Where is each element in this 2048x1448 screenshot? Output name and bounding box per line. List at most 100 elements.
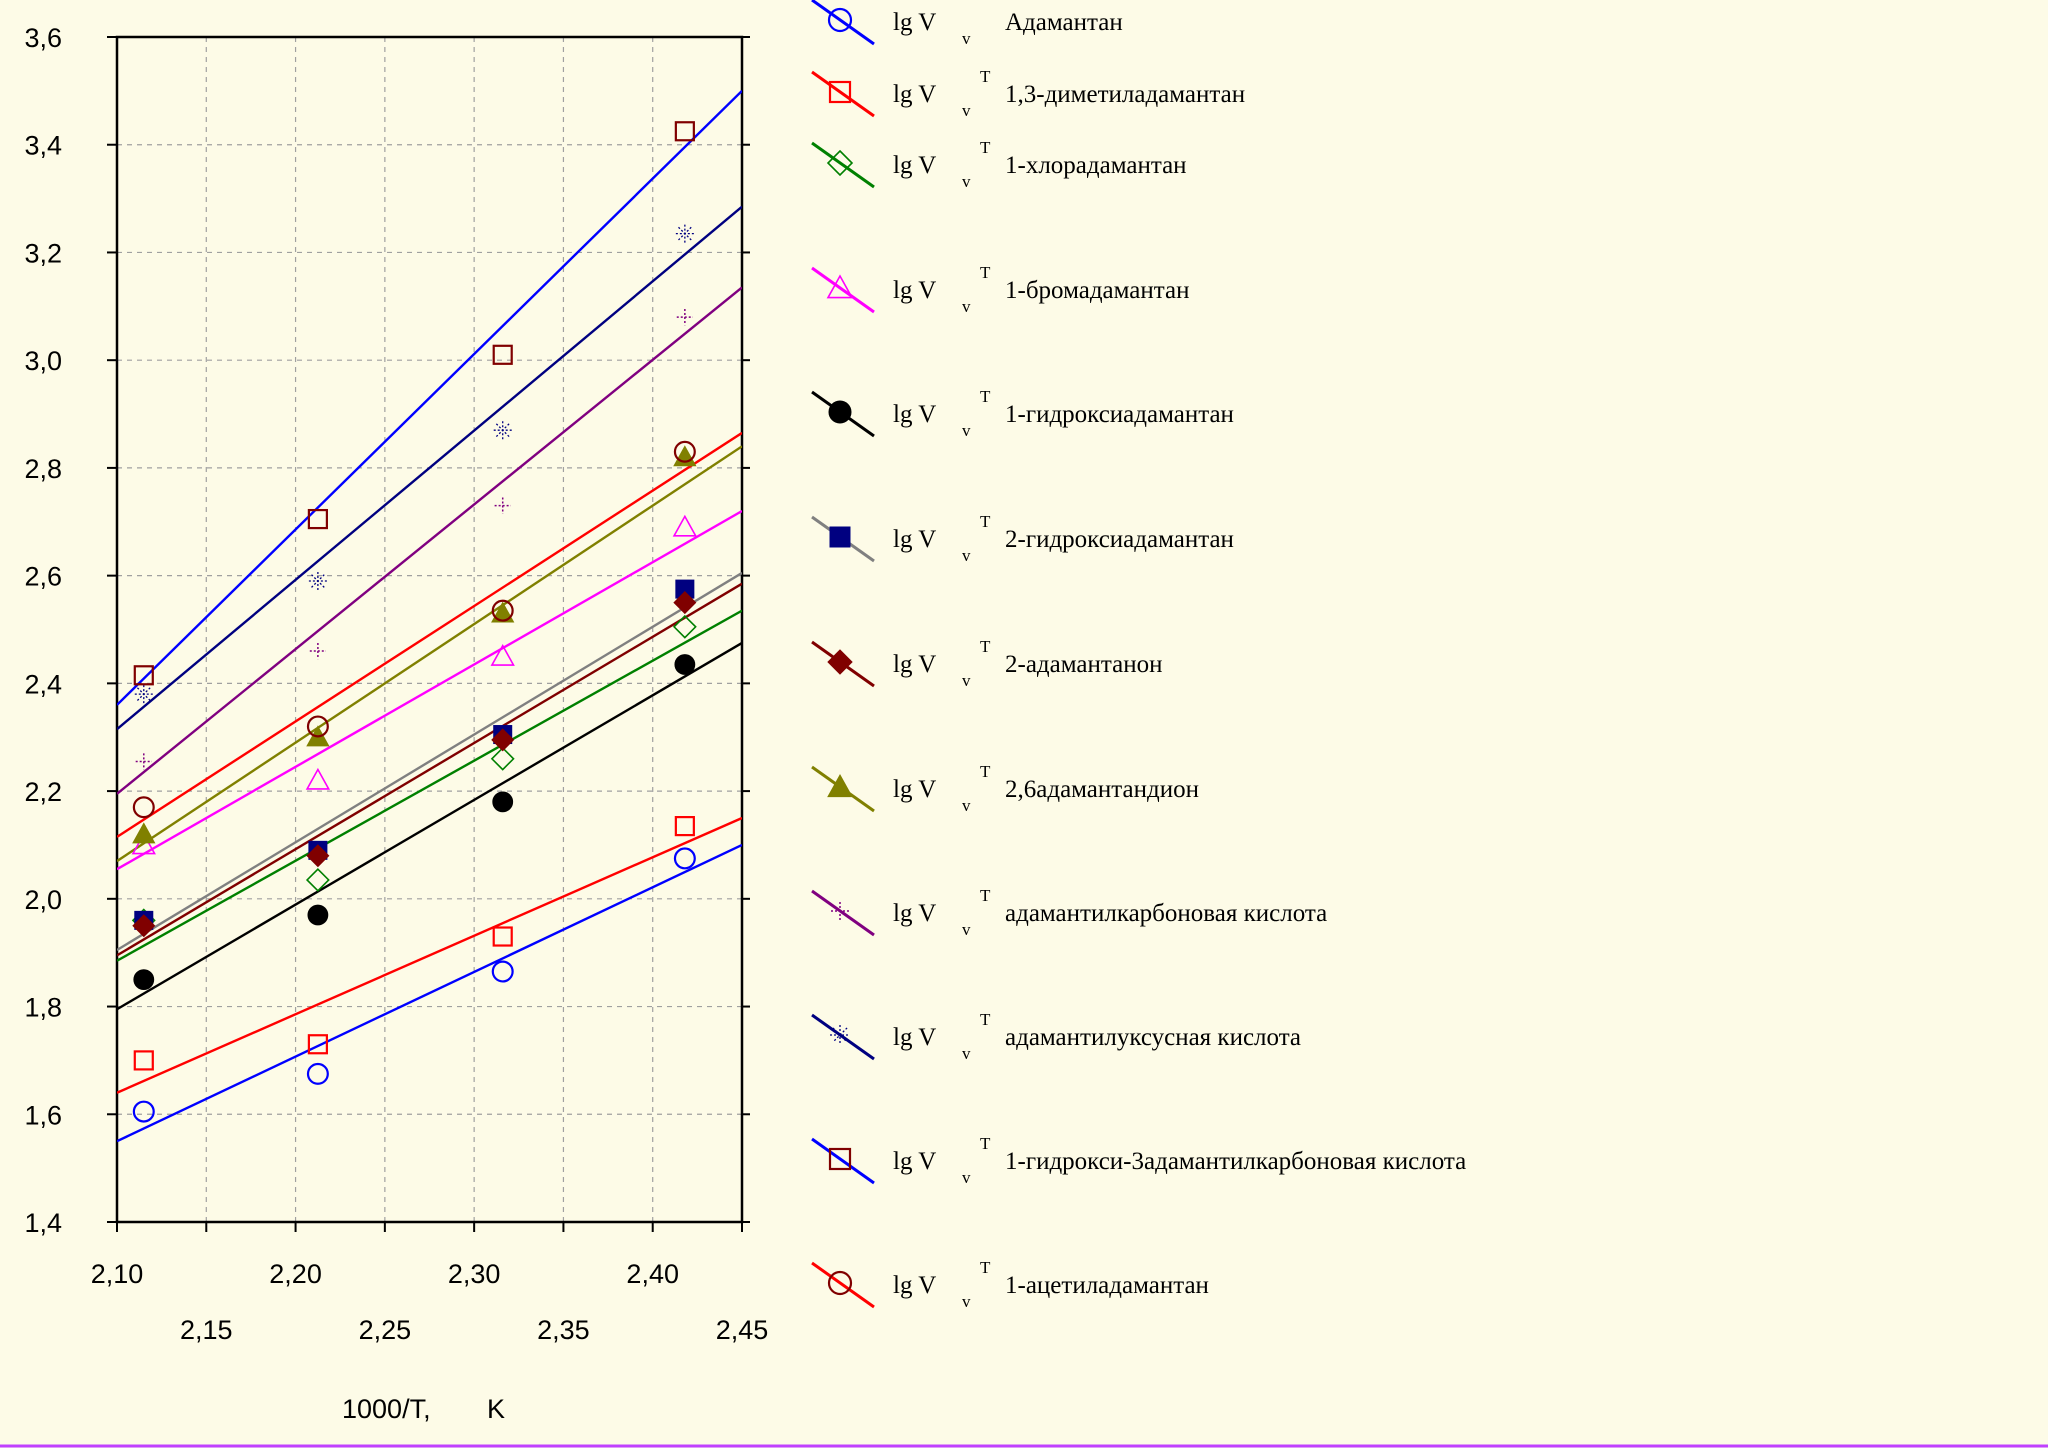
data-point-series-9 xyxy=(676,308,693,326)
data-point-series-11 xyxy=(307,508,328,530)
marker-shape xyxy=(827,7,853,33)
series-fit-line-1 xyxy=(117,843,742,1143)
data-point-series-4 xyxy=(131,832,156,855)
marker-shape xyxy=(832,1027,848,1043)
marker-shape xyxy=(491,960,514,983)
legend-entry-7: lg V vT 2-адамантанон xyxy=(811,637,1162,690)
legend-superscript: T xyxy=(980,1010,991,1029)
data-point-series-1 xyxy=(306,1062,329,1085)
marker-shape xyxy=(307,1034,328,1055)
x-tick-label: 2,45 xyxy=(716,1315,769,1345)
plot-area xyxy=(115,35,744,1224)
legend-entry-3: lg V vT 1-хлорадамантан xyxy=(811,138,1187,191)
y-tick-label: 2,8 xyxy=(24,454,62,484)
data-point-series-5 xyxy=(674,654,696,675)
y-axis: 1,4 1,6 1,8 2,0 2,2 2,4 2,6 2,8 3,0 3,2 3,4 3,6 xyxy=(24,23,750,1238)
marker-shape xyxy=(673,445,697,467)
marker-shape xyxy=(829,526,851,548)
data-point-series-12 xyxy=(132,796,155,819)
y-tick-label: 2,2 xyxy=(24,777,62,807)
data-point-series-12 xyxy=(306,715,329,738)
legend-symbol: lg V xyxy=(893,1272,936,1299)
data-point-series-12 xyxy=(491,599,514,622)
data-point-series-11 xyxy=(133,665,154,686)
legend-symbol: lg V xyxy=(893,9,936,36)
marker-shape xyxy=(132,822,156,844)
data-point-series-3 xyxy=(490,746,515,771)
legend-line xyxy=(811,1137,875,1185)
data-point-series-2 xyxy=(133,1050,154,1071)
marker-shape xyxy=(132,914,156,938)
legend-symbol: lg V xyxy=(893,1024,936,1051)
legend-superscript: T xyxy=(980,637,991,656)
data-point-series-5 xyxy=(492,791,514,813)
marker-shape xyxy=(491,728,515,752)
legend-marker xyxy=(827,649,853,675)
data-point-series-2 xyxy=(492,926,513,947)
legend-line xyxy=(811,1261,875,1309)
x-tick-label: 2,30 xyxy=(448,1259,501,1289)
x-tick-label: 2,15 xyxy=(180,1315,233,1345)
legend-subscript: v xyxy=(962,1168,971,1187)
legend-series-name: Адамантан xyxy=(1005,9,1123,36)
legend-marker xyxy=(828,80,852,104)
data-point-series-9 xyxy=(309,642,326,660)
legend-marker xyxy=(826,274,854,299)
legend-superscript: T xyxy=(980,387,991,406)
legend-line xyxy=(811,1013,875,1061)
data-point-series-7 xyxy=(132,914,156,938)
legend-symbol: lg V xyxy=(893,401,936,428)
legend-symbol: lg V xyxy=(893,776,936,803)
x-tick-label: 2,25 xyxy=(359,1315,412,1345)
data-point-series-1 xyxy=(673,847,696,870)
legend-symbol: lg V xyxy=(893,277,936,304)
legend-series-name: 1-гидроксиадамантан xyxy=(1005,401,1234,428)
legend-entry-11: lg V vT 1-гидрокси-3адамантилкарбоновая ки… xyxy=(811,1134,1466,1187)
legend-entry-1: lg V v Адамантан xyxy=(811,0,1123,48)
legend-marker xyxy=(831,902,849,920)
legend-series-name: адамантилуксусная кислота xyxy=(1005,1024,1301,1051)
marker-shape xyxy=(132,796,155,819)
series-fit-line-12 xyxy=(117,431,742,838)
marker-shape xyxy=(305,767,331,790)
data-point-series-3 xyxy=(672,614,697,639)
marker-shape xyxy=(495,423,510,438)
legend-series-name: 1-хлорадамантан xyxy=(1005,152,1187,179)
legend-series-name: 1-ацетиладамантан xyxy=(1005,1272,1209,1299)
legend-marker xyxy=(827,773,853,798)
marker-shape xyxy=(307,904,329,926)
legend-series-name: 2,6адамантандион xyxy=(1005,776,1199,803)
legend-line xyxy=(811,0,875,46)
legend-entry-8: lg V vT 2,6адамантандион xyxy=(811,762,1199,815)
legend-entry-2: lg V vT 1,3-диметиладамантан xyxy=(811,67,1245,120)
data-point-series-5 xyxy=(307,904,329,926)
data-point-series-4 xyxy=(490,643,515,666)
legend-marker xyxy=(830,1025,850,1045)
marker-shape xyxy=(491,599,514,622)
legend-superscript: T xyxy=(980,263,991,282)
data-point-series-11 xyxy=(674,121,695,142)
legend-line xyxy=(811,70,875,118)
marker-shape xyxy=(492,344,513,365)
legend-series-name: 2-адамантанон xyxy=(1005,651,1162,678)
marker-shape xyxy=(827,773,853,798)
marker-shape xyxy=(672,614,697,639)
marker-shape xyxy=(674,654,696,675)
series-fit-line-9 xyxy=(117,286,742,795)
data-point-series-7 xyxy=(491,728,515,752)
data-point-series-7 xyxy=(673,591,697,615)
marker-shape xyxy=(673,591,697,615)
legend-subscript: v xyxy=(962,297,971,316)
legend-marker xyxy=(827,1270,853,1296)
data-point-series-9 xyxy=(135,753,152,770)
legend-superscript: T xyxy=(980,1134,991,1153)
y-tick-label: 3,6 xyxy=(24,23,62,53)
legend-subscript: v xyxy=(962,29,971,48)
marker-shape xyxy=(673,440,696,463)
series-fit-line-7 xyxy=(117,582,742,957)
legend-series-name: 1-бромадамантан xyxy=(1005,277,1189,304)
legend-line xyxy=(811,141,875,189)
series-fit-line-8 xyxy=(117,445,742,863)
